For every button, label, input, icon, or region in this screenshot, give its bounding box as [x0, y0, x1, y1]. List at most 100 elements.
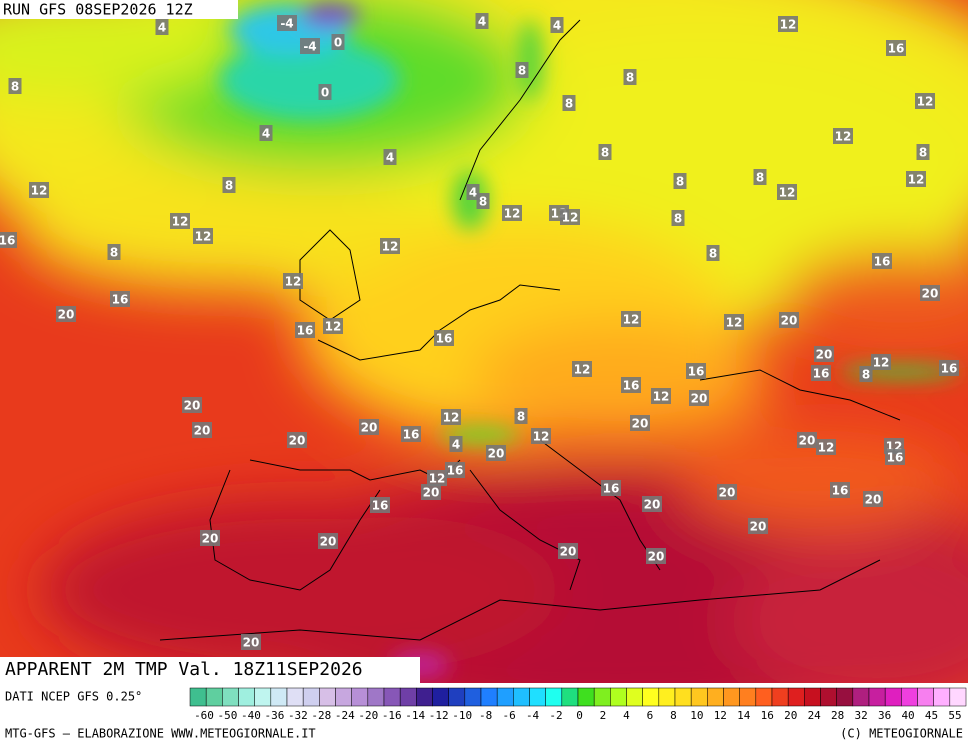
colorbar-swatch	[836, 687, 854, 707]
label-box	[449, 436, 463, 452]
colorbar-label: 24	[808, 709, 822, 722]
map-label: 20	[202, 532, 219, 546]
map-label: 20	[750, 520, 767, 534]
label-box	[724, 314, 744, 330]
map-label: 20	[648, 550, 665, 564]
colorbar-swatch	[690, 687, 708, 707]
colorbar-label: 2	[600, 709, 607, 722]
label-box	[318, 533, 338, 549]
map-label: 20	[320, 535, 337, 549]
map-label: 12	[779, 186, 796, 200]
label-box	[621, 377, 641, 393]
colorbar-swatch	[480, 687, 498, 707]
colorbar-swatch	[804, 687, 821, 707]
label-box	[621, 311, 641, 327]
label-box	[601, 480, 621, 496]
map-label: 8	[674, 212, 682, 226]
label-box	[401, 426, 421, 442]
label-box	[689, 390, 709, 406]
map-label: 20	[922, 287, 939, 301]
colorbar-swatch	[593, 687, 611, 707]
map-label: 12	[873, 356, 890, 370]
map-label: 8	[676, 175, 684, 189]
label-box	[778, 16, 798, 32]
map-label: 12	[285, 275, 302, 289]
label-box	[939, 360, 959, 376]
map-label: 4	[469, 186, 477, 200]
colorbar-swatch	[545, 687, 563, 707]
label-box	[283, 273, 303, 289]
label-box	[915, 93, 935, 109]
map-label: 20	[719, 486, 736, 500]
map-label: 4	[386, 151, 394, 165]
label-box	[797, 432, 817, 448]
label-box	[779, 312, 799, 328]
map-label: 16	[887, 451, 904, 465]
map-label: 8	[919, 146, 927, 160]
map-label: 12	[653, 390, 670, 404]
colorbar-swatch	[529, 687, 546, 707]
map-label: 20	[816, 348, 833, 362]
colorbar-label: 20	[784, 709, 797, 722]
colorbar-label: 8	[670, 709, 677, 722]
label-box	[859, 366, 873, 382]
label-box	[642, 496, 662, 512]
label-box	[155, 19, 169, 35]
map-label: 20	[799, 434, 816, 448]
label-box	[646, 548, 666, 564]
colorbar-label: 12	[714, 709, 727, 722]
map-label: 12	[908, 173, 925, 187]
colorbar-swatch	[383, 687, 401, 707]
colorbar-label: -40	[241, 709, 261, 722]
label-box	[623, 69, 637, 85]
label-box	[421, 484, 441, 500]
label-box	[777, 184, 797, 200]
label-box	[476, 193, 490, 209]
label-box	[182, 397, 202, 413]
label-box	[200, 530, 220, 546]
map-label: 20	[194, 424, 211, 438]
label-box	[370, 497, 390, 513]
label-box	[558, 543, 578, 559]
credit-text: MTG-GFS — ELABORAZIONE WWW.METEOGIORNALE…	[5, 727, 316, 741]
colorbar-swatch	[674, 687, 692, 707]
map-label: 20	[289, 434, 306, 448]
colorbar-swatch	[868, 687, 886, 707]
colorbar-swatch	[513, 687, 530, 707]
label-box	[8, 78, 22, 94]
map-label: 8	[517, 410, 525, 424]
map-label: 16	[688, 365, 705, 379]
colorbar-swatch	[820, 687, 837, 707]
map-label: 20	[781, 314, 798, 328]
map-label: 16	[436, 332, 453, 346]
map-field	[0, 0, 968, 730]
map-label: 12	[443, 411, 460, 425]
colorbar-swatch	[577, 687, 595, 707]
map-label: 12	[917, 95, 934, 109]
colorbar-swatch	[222, 687, 239, 707]
label-box	[598, 144, 612, 160]
run-label: RUN GFS 08SEP2026 12Z	[3, 1, 193, 19]
map-label: 20	[58, 308, 75, 322]
copyright-text: (C) METEOGIORNALE	[840, 727, 963, 741]
colorbar-swatch	[933, 687, 951, 707]
label-box	[434, 330, 454, 346]
map-label: 20	[691, 392, 708, 406]
map-label: 20	[560, 545, 577, 559]
colorbar-swatch	[901, 687, 918, 707]
colorbar-swatch	[238, 687, 255, 707]
label-box	[686, 363, 706, 379]
label-box	[222, 177, 236, 193]
label-box	[572, 361, 592, 377]
map-label: 12	[172, 215, 189, 229]
source-text: DATI NCEP GFS 0.25°	[5, 690, 142, 704]
map-label: 8	[626, 71, 634, 85]
map-label: 16	[623, 379, 640, 393]
map-label: 8	[11, 80, 19, 94]
label-box	[673, 173, 687, 189]
map-label: 16	[941, 362, 958, 376]
colorbar-swatch	[787, 687, 805, 707]
label-box	[193, 228, 213, 244]
colorbar-label: -32	[288, 709, 308, 722]
